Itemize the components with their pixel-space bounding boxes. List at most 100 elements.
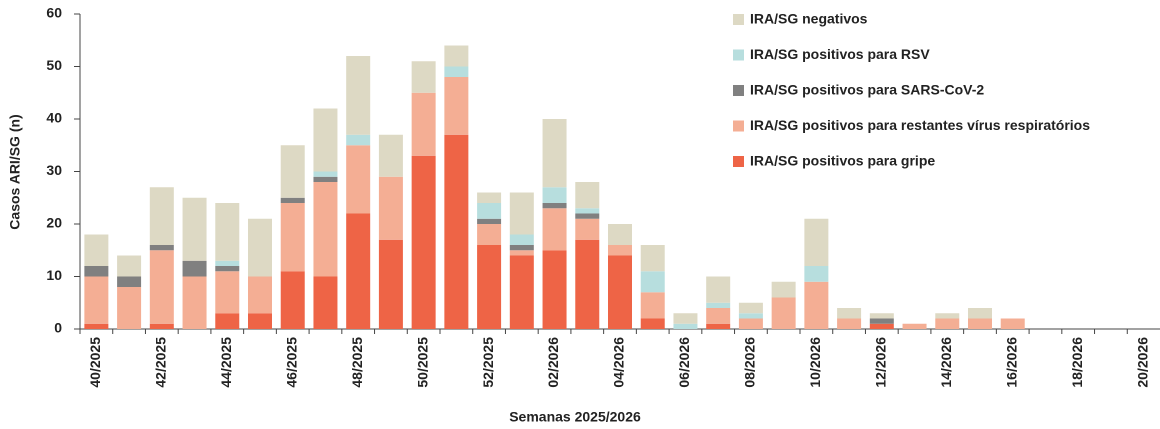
bar-segment [313, 276, 338, 329]
legend-swatch [733, 120, 744, 132]
bar-segment [477, 224, 502, 245]
bar-segment [215, 260, 240, 266]
legend-swatch [733, 85, 744, 96]
bar-segment [968, 308, 992, 319]
bar-segment [346, 213, 371, 329]
legend-swatch [733, 49, 744, 61]
bar-segment [248, 313, 272, 329]
bar-segment [869, 318, 894, 324]
x-tick-label: 44/2025 [218, 337, 234, 388]
bar-segment [84, 266, 109, 277]
bar-segment [542, 187, 567, 203]
bar-segment [935, 313, 960, 319]
bar-segment [313, 171, 338, 177]
bar-segment [477, 218, 502, 224]
y-tick-label: 50 [46, 57, 62, 73]
x-tick-label: 50/2025 [414, 337, 430, 388]
bar-segment [477, 203, 502, 219]
bar-segment [706, 302, 731, 308]
bar-segment [738, 318, 763, 329]
bar-segment [902, 323, 927, 329]
legend-label: IRA/SG positivos para SARS-CoV-2 [750, 82, 984, 98]
bar-segment [575, 208, 600, 214]
y-tick-label: 0 [54, 320, 62, 336]
bar-segment [280, 197, 305, 203]
bar-segment [411, 155, 436, 329]
bar-segment [608, 245, 632, 256]
bar-segment [575, 213, 600, 219]
bar-segment [738, 313, 763, 319]
bar-segment [575, 218, 600, 240]
bar-segment [346, 134, 371, 146]
legend-label: IRA/SG negativos [750, 11, 868, 27]
x-tick-label: 52/2025 [480, 337, 496, 388]
bar-segment [215, 266, 240, 272]
x-tick-label: 04/2026 [611, 337, 627, 388]
x-tick-label: 40/2025 [87, 337, 103, 388]
x-tick-label: 10/2026 [807, 337, 823, 388]
bar-segment [771, 281, 796, 298]
bar-segment [215, 203, 240, 261]
bar-segment [509, 192, 534, 235]
x-tick-label: 08/2026 [742, 337, 758, 388]
x-tick-label: 14/2026 [938, 337, 954, 388]
bar-segment [477, 192, 502, 203]
bar-segment [509, 245, 534, 251]
bar-segment [346, 56, 371, 135]
bar-segment [444, 134, 469, 329]
legend-swatch [733, 14, 744, 25]
bar-segment [313, 108, 338, 172]
x-tick-label: 06/2026 [676, 337, 692, 388]
x-tick-label: 16/2026 [1003, 337, 1019, 388]
bar-segment [706, 308, 731, 324]
bar-segment [444, 77, 469, 135]
bar-segment [706, 323, 731, 329]
y-tick-label: 20 [46, 215, 62, 231]
bar-segment [182, 197, 207, 261]
x-axis-title: Semanas 2025/2026 [509, 409, 641, 425]
bar-segment [117, 287, 142, 329]
bar-segment [804, 266, 829, 282]
bar-segment [608, 255, 632, 329]
bar-segment [804, 281, 829, 329]
bar-segment [542, 250, 567, 329]
bar-segment [117, 276, 142, 287]
y-tick-label: 10 [46, 267, 62, 283]
bar-segment [575, 182, 600, 209]
x-tick-label: 42/2025 [153, 337, 169, 388]
legend-label: IRA/SG positivos para gripe [750, 153, 935, 169]
bar-segment [509, 250, 534, 256]
bar-segment [248, 276, 272, 314]
bar-segment [84, 234, 109, 266]
bar-segment [869, 313, 894, 319]
bar-segment [378, 176, 403, 240]
bar-segment [378, 134, 403, 177]
bar-segment [182, 276, 207, 329]
bar-segment [215, 271, 240, 314]
bar-segment [575, 239, 600, 329]
bar-segment [738, 302, 763, 314]
y-axis-title: Casos ARI/SG (n) [7, 114, 23, 229]
bar-segment [182, 260, 207, 277]
bar-segment [444, 66, 469, 77]
bar-segment [280, 145, 305, 198]
bar-segment [378, 239, 403, 329]
bar-segment [149, 250, 174, 324]
legend-label: IRA/SG positivos para restantes vírus re… [750, 117, 1090, 133]
bar-segment [313, 182, 338, 277]
bar-segment [837, 308, 862, 319]
bar-segment [673, 313, 698, 324]
bar-segment [673, 323, 698, 329]
bar-segment [640, 245, 665, 272]
bar-segment [771, 297, 796, 329]
bar-segment [411, 61, 436, 93]
bar-segment [411, 92, 436, 156]
bar-segment [542, 203, 567, 209]
bar-segment [149, 245, 174, 251]
y-tick-label: 60 [46, 5, 62, 21]
bar-segment [84, 276, 109, 324]
bar-segment [149, 323, 174, 329]
x-tick-label: 12/2026 [873, 337, 889, 388]
x-tick-label: 48/2025 [349, 337, 365, 388]
bar-segment [837, 318, 862, 329]
